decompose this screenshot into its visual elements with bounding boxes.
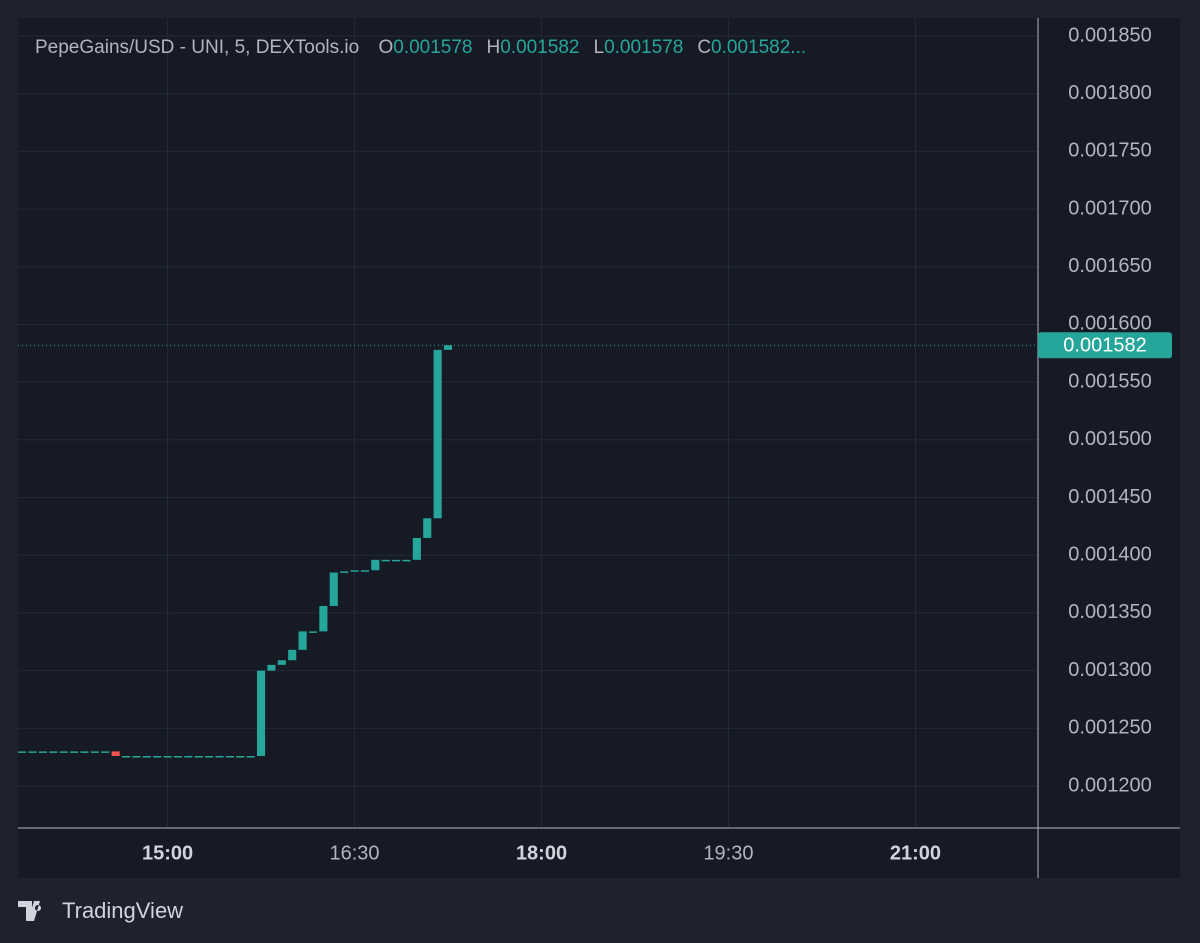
candle-body bbox=[246, 756, 255, 758]
candle-body bbox=[70, 751, 79, 753]
candle-body bbox=[329, 572, 338, 606]
last-price-badge bbox=[1038, 332, 1172, 359]
candle-body bbox=[132, 756, 141, 758]
candle-body bbox=[153, 756, 162, 758]
candle-body bbox=[184, 756, 193, 758]
candle-body bbox=[90, 751, 99, 753]
candle-body bbox=[257, 670, 266, 756]
candle-body bbox=[142, 756, 151, 758]
candle-body bbox=[298, 631, 307, 650]
candle-body bbox=[205, 756, 214, 758]
candle-body bbox=[288, 649, 297, 661]
brand-name: TradingView bbox=[62, 898, 183, 923]
ohlc-label: H bbox=[487, 37, 501, 58]
candle-body bbox=[236, 756, 245, 758]
ohlc-value: 0.001582 bbox=[500, 37, 579, 58]
x-tick-label: 15:00 bbox=[142, 842, 193, 864]
y-tick-label: 0.001500 bbox=[1068, 428, 1151, 450]
candle-body bbox=[101, 751, 110, 753]
y-tick-label: 0.001350 bbox=[1068, 601, 1151, 623]
candle-body bbox=[215, 756, 224, 758]
ohlc-value: 0.001578 bbox=[604, 37, 683, 58]
y-tick-label: 0.001800 bbox=[1068, 82, 1151, 104]
y-tick-label: 0.001450 bbox=[1068, 486, 1151, 508]
logo-icon bbox=[18, 901, 42, 921]
candle-body bbox=[49, 751, 58, 753]
candle-body bbox=[392, 559, 401, 562]
symbol: PepeGains/USD - UNI, 5, DEXTools.io bbox=[35, 37, 359, 58]
y-tick-label: 0.001750 bbox=[1068, 140, 1151, 162]
candle-body bbox=[308, 631, 318, 633]
last-price-label: 0.001582 bbox=[1063, 335, 1146, 357]
candle-body bbox=[225, 756, 234, 758]
candle-body bbox=[371, 559, 380, 571]
candle-body bbox=[59, 751, 68, 753]
candle-body bbox=[173, 756, 183, 758]
y-tick-label: 0.001250 bbox=[1068, 717, 1151, 739]
candle-body bbox=[381, 559, 390, 562]
candle-body bbox=[319, 606, 328, 632]
candle-body bbox=[111, 751, 120, 756]
ohlc-label: L bbox=[593, 37, 604, 58]
y-tick-label: 0.001700 bbox=[1068, 197, 1151, 219]
y-tick-label: 0.001550 bbox=[1068, 370, 1151, 392]
x-tick-label: 21:00 bbox=[890, 842, 941, 864]
chart-legend: PepeGains/USD - UNI, 5, DEXTools.io O0.0… bbox=[35, 37, 806, 58]
chart-background bbox=[18, 18, 1180, 878]
x-tick-label: 19:30 bbox=[703, 842, 753, 864]
y-tick-label: 0.001300 bbox=[1068, 659, 1151, 681]
candle-body bbox=[80, 751, 89, 753]
candle-body bbox=[38, 751, 47, 753]
candle-body bbox=[443, 345, 453, 350]
candle-body bbox=[412, 537, 421, 560]
candle-body bbox=[433, 349, 442, 519]
candle-body bbox=[340, 571, 349, 573]
ohlc-value: 0.001578 bbox=[393, 37, 472, 58]
ohlc-label: C bbox=[697, 37, 711, 58]
x-tick-label: 18:00 bbox=[516, 842, 567, 864]
candle-body bbox=[360, 570, 369, 572]
candle-body bbox=[350, 570, 359, 572]
candle-body bbox=[423, 518, 432, 538]
candle-body bbox=[18, 751, 27, 753]
x-tick-label: 16:30 bbox=[330, 842, 380, 864]
y-tick-label: 0.001600 bbox=[1068, 313, 1151, 335]
candle-body bbox=[28, 751, 37, 753]
candle-body bbox=[402, 559, 411, 562]
y-tick-label: 0.001400 bbox=[1068, 544, 1151, 566]
candle-body bbox=[277, 660, 286, 665]
candle-body bbox=[163, 756, 172, 758]
candle-body bbox=[194, 756, 203, 758]
y-tick-label: 0.001850 bbox=[1068, 24, 1151, 46]
candle-body bbox=[267, 664, 276, 671]
y-tick-label: 0.001200 bbox=[1068, 774, 1151, 796]
y-tick-label: 0.001650 bbox=[1068, 255, 1151, 277]
brand-logo bbox=[18, 901, 42, 921]
ohlc-value: 0.001582... bbox=[711, 37, 806, 58]
candle-body bbox=[121, 756, 131, 758]
ohlc-label: O bbox=[378, 37, 393, 58]
